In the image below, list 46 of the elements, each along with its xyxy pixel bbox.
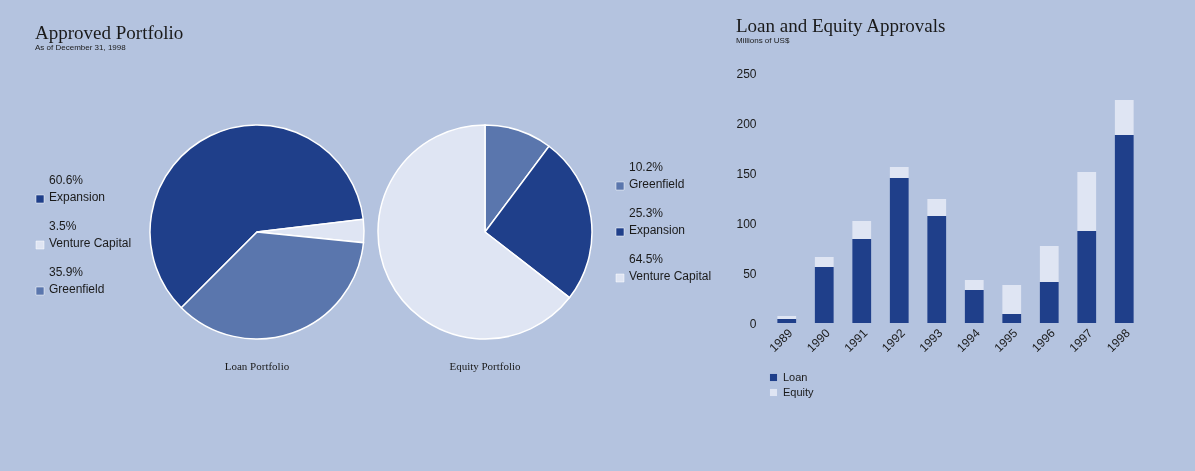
y-tick-label: 50: [743, 266, 757, 281]
bar: [852, 239, 872, 323]
legend-label: Greenfield: [49, 282, 105, 296]
bar: [1039, 282, 1059, 323]
data-label: 64.5%: [629, 252, 664, 266]
y-tick-label: 200: [736, 116, 757, 131]
text: Loan Portfolio: [224, 360, 290, 372]
legend-label: Expansion: [629, 223, 686, 237]
bar: [964, 290, 984, 323]
y-tick-label: 100: [736, 216, 757, 231]
bar: [814, 257, 834, 267]
bar: [889, 167, 909, 178]
bar: [1002, 285, 1022, 314]
data-label: 35.9%: [49, 265, 84, 279]
bar: [927, 216, 947, 323]
bar: [964, 280, 984, 290]
legend-label: Loan: [783, 370, 808, 383]
bar: [1114, 100, 1134, 135]
data-label: 3.5%: [49, 219, 77, 233]
bar: [777, 316, 797, 319]
chart-subtitle: Millions of US$: [735, 36, 790, 45]
bar: [1077, 231, 1097, 323]
chart-title: Loan and Equity Approvals: [735, 15, 946, 36]
chart-title: Approved Portfolio: [35, 22, 184, 43]
legend-label: Venture Capital: [49, 236, 132, 250]
data-label: 10.2%: [629, 160, 664, 174]
legend-label: Expansion: [49, 190, 106, 204]
bar: [889, 178, 909, 323]
data-label: 25.3%: [629, 206, 664, 220]
y-tick-label: 250: [736, 66, 757, 81]
bar: [852, 221, 872, 239]
y-tick-label: 150: [736, 166, 757, 181]
legend-label: Venture Capital: [629, 269, 712, 283]
bar: [1002, 314, 1022, 323]
bar: [1039, 246, 1059, 282]
text: Equity Portfolio: [449, 360, 522, 372]
bar: [814, 267, 834, 323]
data-label: 60.6%: [49, 173, 84, 187]
bar: [1077, 172, 1097, 231]
legend-label: Equity: [783, 385, 815, 398]
legend-label: Greenfield: [629, 177, 685, 191]
bar: [777, 319, 797, 323]
chart-subtitle: As of December 31, 1998: [35, 43, 127, 52]
bar: [1114, 135, 1134, 323]
bar: [927, 199, 947, 216]
y-tick-label: 0: [749, 316, 757, 331]
